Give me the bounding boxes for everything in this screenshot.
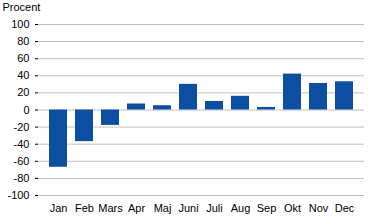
svg-text:Nov: Nov (309, 202, 329, 214)
svg-text:100: 100 (11, 18, 29, 30)
svg-text:80: 80 (17, 35, 29, 47)
svg-text:Sep: Sep (257, 202, 277, 214)
svg-text:Feb: Feb (75, 202, 94, 214)
svg-text:Mars: Mars (98, 202, 123, 214)
svg-text:-20: -20 (14, 121, 30, 133)
svg-text:-60: -60 (14, 155, 30, 167)
svg-text:Dec: Dec (335, 202, 355, 214)
svg-text:40: 40 (17, 69, 29, 81)
svg-text:Maj: Maj (154, 202, 172, 214)
svg-text:Jan: Jan (50, 202, 68, 214)
svg-text:-40: -40 (14, 138, 30, 150)
svg-text:Juni: Juni (178, 202, 198, 214)
svg-text:Apr: Apr (128, 202, 145, 214)
svg-text:Okt: Okt (284, 202, 301, 214)
svg-text:Procent: Procent (3, 1, 41, 13)
svg-text:Juli: Juli (206, 202, 223, 214)
svg-text:20: 20 (17, 86, 29, 98)
svg-text:Aug: Aug (231, 202, 251, 214)
svg-text:-100: -100 (7, 189, 29, 201)
svg-text:0: 0 (23, 104, 29, 116)
svg-text:-80: -80 (14, 172, 30, 184)
svg-text:60: 60 (17, 52, 29, 64)
